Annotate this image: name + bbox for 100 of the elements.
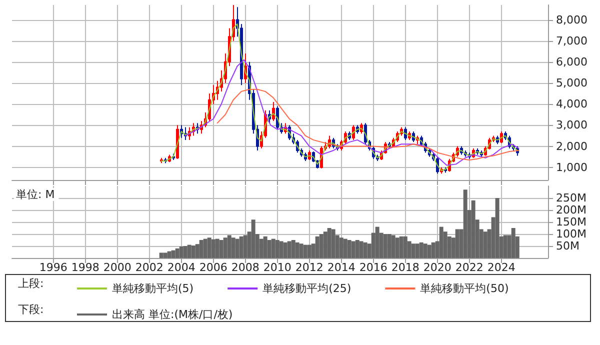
bar: [227, 235, 232, 258]
bar: [319, 234, 324, 258]
bar: [307, 244, 312, 258]
bar: [167, 251, 172, 258]
bar: [455, 229, 460, 258]
y-tick-label: 100M: [556, 228, 586, 240]
x-tick-label: 2016: [359, 261, 388, 274]
bar: [471, 200, 476, 258]
bar: [399, 236, 404, 258]
line-series: [216, 88, 520, 160]
y-tick-label: 4,000: [556, 98, 588, 111]
bar: [239, 236, 244, 258]
x-tick-label: 2022: [455, 261, 484, 274]
x-tick-label: 2008: [231, 261, 260, 274]
bar: [203, 238, 208, 258]
candlestick: [272, 101, 275, 122]
bar: [483, 232, 488, 258]
x-tick-label: 1996: [39, 261, 68, 274]
bar: [359, 241, 364, 258]
y-tick-label: 5,000: [556, 76, 588, 90]
bar: [403, 236, 408, 258]
bar: [195, 244, 200, 258]
bar: [363, 242, 368, 258]
bar: [219, 240, 224, 258]
x-tick-label: 2002: [135, 261, 164, 274]
x-tick-label: 1998: [71, 261, 100, 274]
x-tick-label: 2004: [167, 261, 196, 274]
bar: [271, 238, 276, 258]
bar: [331, 229, 336, 258]
bar: [375, 226, 380, 258]
x-tick-label: 2014: [327, 261, 356, 274]
bar: [355, 240, 360, 258]
bar: [171, 250, 176, 258]
bar: [207, 238, 212, 258]
legend-label: 単純移動平均(50): [420, 282, 509, 295]
bar: [383, 234, 388, 258]
bar: [231, 238, 236, 258]
annotation: 単位: M: [16, 188, 55, 201]
bar: [263, 236, 268, 258]
bar: [183, 246, 188, 258]
legend-title: 上段:: [18, 277, 44, 290]
bar: [179, 246, 184, 258]
bar: [323, 232, 328, 258]
y-tick-label: 1,000: [556, 160, 588, 174]
bar: [503, 235, 508, 258]
x-tick-label: 2020: [423, 261, 452, 274]
y-tick-label: 50M: [556, 240, 580, 252]
bar: [511, 228, 516, 258]
bar: [299, 244, 304, 258]
line-series: [160, 23, 518, 172]
bar: [251, 220, 256, 258]
legend-label: 単純移動平均(25): [262, 282, 352, 295]
bar: [283, 242, 288, 258]
bar: [291, 240, 296, 258]
bar: [411, 244, 416, 258]
bar: [427, 244, 432, 258]
y-tick-label: 6,000: [556, 55, 588, 68]
bar: [339, 238, 344, 258]
bar: [327, 228, 332, 258]
y-tick-label: 2,000: [556, 140, 588, 153]
bar: [287, 241, 292, 258]
legend-label: 単純移動平均(5): [112, 282, 194, 295]
bar: [175, 248, 180, 258]
bar: [387, 234, 392, 258]
bar: [303, 244, 308, 258]
bar: [495, 198, 500, 258]
bar: [463, 190, 468, 258]
legend-title: 下段:: [18, 303, 44, 316]
y-tick-label: 7,000: [556, 34, 588, 48]
bar: [395, 238, 400, 258]
bar: [235, 238, 240, 258]
x-tick-label: 2024: [487, 261, 516, 274]
x-tick-label: 2010: [263, 261, 292, 274]
bar: [279, 241, 284, 258]
x-tick-label: 2018: [391, 261, 420, 274]
bar: [295, 242, 300, 258]
bar: [223, 238, 228, 258]
bar: [351, 241, 356, 258]
bar: [415, 244, 420, 258]
y-tick-label: 250M: [556, 192, 586, 204]
bar: [391, 235, 396, 258]
x-tick-label: 2006: [199, 261, 228, 274]
line-series: [184, 59, 520, 166]
bar: [211, 239, 216, 258]
bar: [347, 240, 352, 258]
bar: [159, 252, 164, 258]
candlestick: [160, 157, 163, 164]
bar: [243, 235, 248, 258]
y-tick-label: 150M: [556, 216, 586, 228]
x-tick-label: 2000: [103, 261, 132, 274]
y-tick-label: 200M: [556, 204, 586, 216]
bar: [431, 242, 436, 258]
legend-label: 出来高 単位:(M株/口/枚): [112, 308, 233, 321]
bar: [215, 238, 220, 258]
bar: [419, 242, 424, 258]
candlestick: [500, 131, 503, 144]
y-tick-label: 3,000: [556, 118, 588, 132]
bar: [191, 246, 196, 258]
bar: [315, 236, 320, 258]
x-tick-label: 2012: [295, 261, 324, 274]
